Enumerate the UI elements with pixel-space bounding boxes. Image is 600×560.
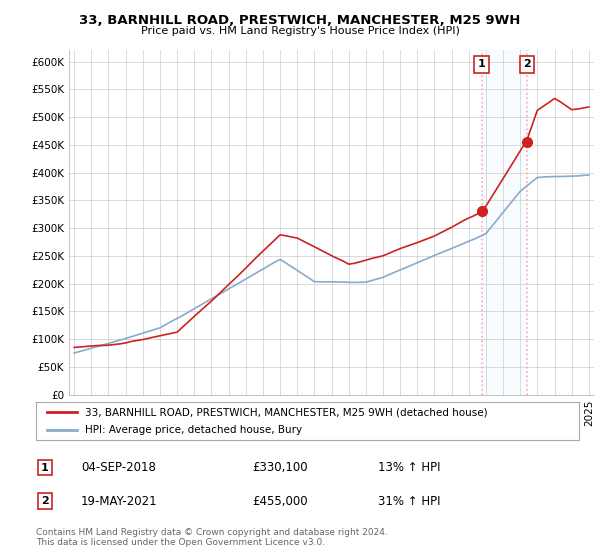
Text: £455,000: £455,000 — [252, 494, 308, 508]
Text: 33, BARNHILL ROAD, PRESTWICH, MANCHESTER, M25 9WH (detached house): 33, BARNHILL ROAD, PRESTWICH, MANCHESTER… — [85, 407, 487, 417]
Text: 19-MAY-2021: 19-MAY-2021 — [81, 494, 158, 508]
Text: 13% ↑ HPI: 13% ↑ HPI — [378, 461, 440, 474]
Text: Price paid vs. HM Land Registry's House Price Index (HPI): Price paid vs. HM Land Registry's House … — [140, 26, 460, 36]
Text: 31% ↑ HPI: 31% ↑ HPI — [378, 494, 440, 508]
Text: 04-SEP-2018: 04-SEP-2018 — [81, 461, 156, 474]
Text: 33, BARNHILL ROAD, PRESTWICH, MANCHESTER, M25 9WH: 33, BARNHILL ROAD, PRESTWICH, MANCHESTER… — [79, 14, 521, 27]
Text: 2: 2 — [41, 496, 49, 506]
Bar — [482, 50, 527, 395]
Text: 2: 2 — [523, 59, 530, 69]
Text: 1: 1 — [41, 463, 49, 473]
Text: Contains HM Land Registry data © Crown copyright and database right 2024.
This d: Contains HM Land Registry data © Crown c… — [36, 528, 388, 547]
Text: £330,100: £330,100 — [252, 461, 308, 474]
Text: HPI: Average price, detached house, Bury: HPI: Average price, detached house, Bury — [85, 425, 302, 435]
Text: 1: 1 — [478, 59, 485, 69]
